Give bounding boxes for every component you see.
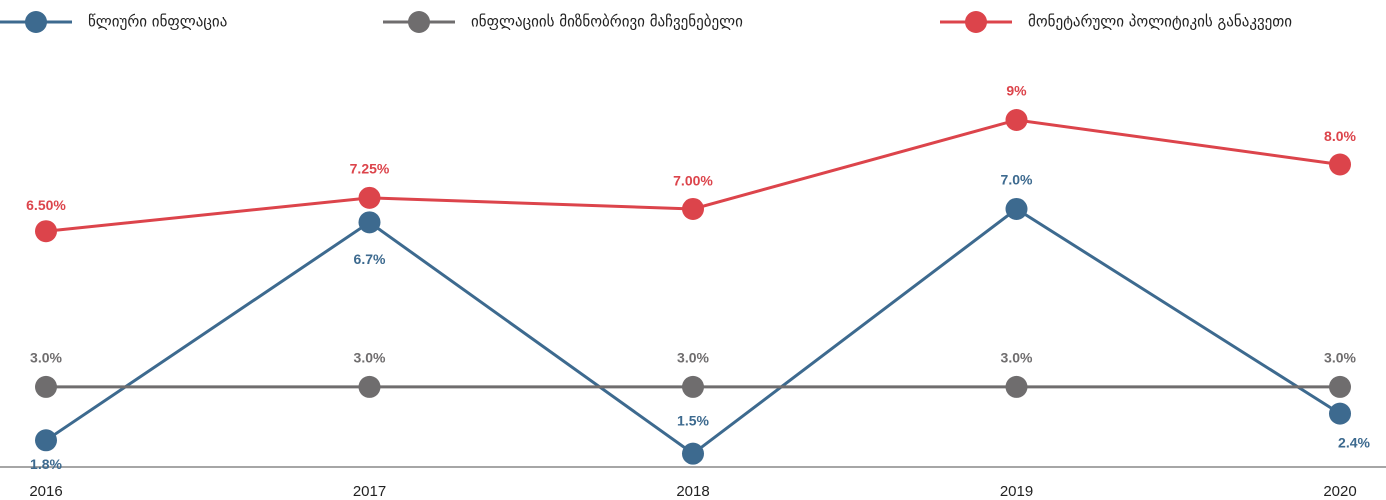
value-label: 7.25% — [350, 161, 390, 177]
point — [35, 429, 57, 452]
x-tick-label: 2020 — [1323, 483, 1356, 500]
value-label: 6.7% — [354, 251, 386, 267]
legend-marker — [408, 11, 430, 33]
point — [682, 375, 704, 398]
point — [1005, 197, 1028, 220]
point — [1329, 375, 1351, 398]
point — [682, 442, 704, 465]
point — [1005, 375, 1028, 398]
value-label: 8.0% — [1324, 128, 1356, 144]
value-label: 1.5% — [677, 412, 709, 428]
legend-label: წლიური ინფლაცია — [88, 13, 227, 31]
value-label: 3.0% — [1001, 350, 1033, 366]
value-label: 9% — [1006, 83, 1027, 99]
legend-marker — [25, 11, 47, 33]
point — [358, 211, 381, 234]
legend-label: მონეტარული პოლიტიკის განაკვეთი — [1028, 13, 1292, 31]
value-label: 2.4% — [1338, 434, 1370, 450]
value-label: 7.00% — [673, 173, 713, 189]
point — [1005, 108, 1028, 131]
x-tick-label: 2017 — [353, 483, 386, 500]
value-label: 3.0% — [1324, 350, 1356, 366]
value-label: 3.0% — [354, 350, 386, 366]
point — [35, 375, 57, 398]
point — [35, 220, 57, 243]
x-tick-label: 2019 — [1000, 483, 1033, 500]
x-tick-label: 2018 — [676, 483, 709, 500]
value-label: 3.0% — [677, 350, 709, 366]
value-label: 7.0% — [1001, 172, 1033, 188]
value-label: 1.8% — [30, 456, 62, 472]
point — [1329, 153, 1351, 176]
legend-label: ინფლაციის მიზნობრივი მაჩვენებელი — [471, 13, 743, 31]
value-label: 3.0% — [30, 350, 62, 366]
point — [358, 186, 381, 209]
point — [682, 197, 704, 220]
x-tick-label: 2016 — [29, 483, 62, 500]
legend-marker — [965, 11, 987, 33]
point — [1329, 402, 1351, 425]
value-label: 6.50% — [26, 197, 66, 213]
point — [358, 375, 381, 398]
